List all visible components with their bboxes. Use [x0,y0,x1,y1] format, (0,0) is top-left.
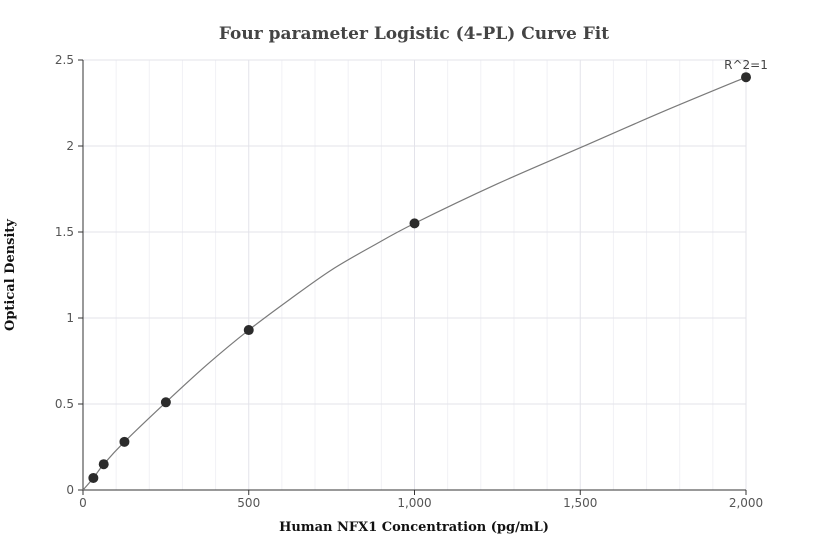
x-tick-label: 500 [237,496,260,510]
data-point [160,397,171,408]
grid [83,59,747,490]
x-tick-label: 1,500 [563,496,597,510]
y-tick-label: 0.5 [55,397,74,411]
y-tick-label: 1.5 [55,225,74,239]
x-axis-title: Human NFX1 Concentration (pg/mL) [279,520,549,535]
y-tick-label: 2.5 [55,53,74,67]
data-points [88,72,751,483]
y-tick-label: 2 [66,139,74,153]
tick-labels: 0 500 1,000 1,500 2,000 0 0.5 1 1.5 2 2.5 [55,53,763,510]
data-point [409,218,420,229]
chart-title: Four parameter Logistic (4-PL) Curve Fit [219,24,609,44]
x-tick-label: 0 [79,496,87,510]
axes [78,59,747,495]
data-point [741,72,751,83]
x-tick-label: 2,000 [729,496,763,510]
y-tick-label: 1 [66,311,74,325]
data-point [98,459,109,470]
x-tick-label: 1,000 [397,496,431,510]
fit-curve [82,76,747,491]
y-tick-label: 0 [66,483,74,497]
data-point [243,325,254,336]
data-point [88,472,99,483]
r-squared-annotation: R^2=1 [724,58,768,72]
y-axis-title: Optical Density [3,219,18,331]
data-point [119,436,130,447]
